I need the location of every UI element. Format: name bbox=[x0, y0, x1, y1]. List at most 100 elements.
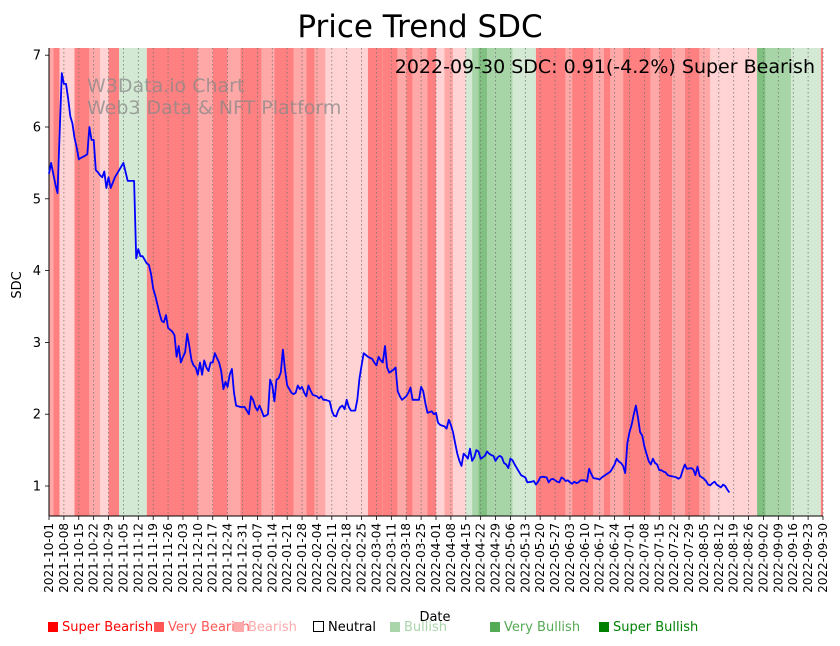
legend-swatch bbox=[234, 622, 244, 632]
signal-band bbox=[406, 48, 413, 516]
signal-band bbox=[197, 48, 213, 516]
x-tick-label: 2022-07-15 bbox=[652, 523, 666, 593]
signal-band bbox=[49, 48, 54, 516]
signal-band bbox=[119, 48, 147, 516]
x-tick-label: 2022-09-30 bbox=[816, 523, 830, 593]
x-tick-label: 2022-07-08 bbox=[637, 523, 651, 593]
legend-item: Super Bearish bbox=[48, 620, 153, 635]
legend-swatch bbox=[599, 622, 609, 632]
x-tick-label: 2021-12-24 bbox=[221, 523, 235, 593]
x-tick-label: 2022-05-20 bbox=[533, 523, 547, 593]
signal-band bbox=[306, 48, 315, 516]
signal-band bbox=[791, 48, 821, 516]
signal-band bbox=[367, 48, 383, 516]
signal-band bbox=[820, 48, 823, 516]
legend-label: Very Bearish bbox=[168, 620, 250, 635]
x-tick-label: 2021-12-31 bbox=[236, 523, 250, 593]
legend-item: Very Bullish bbox=[490, 620, 580, 635]
signal-band bbox=[314, 48, 326, 516]
legend-item: Super Bullish bbox=[599, 620, 698, 635]
x-tick-label: 2022-08-05 bbox=[697, 523, 711, 593]
signal-band bbox=[427, 48, 436, 516]
signal-band bbox=[382, 48, 398, 516]
legend-swatch bbox=[313, 621, 324, 632]
signal-band bbox=[723, 48, 741, 516]
signal-band bbox=[436, 48, 445, 516]
x-tick-label: 2021-12-03 bbox=[176, 523, 190, 593]
y-tick-label: 4 bbox=[33, 264, 41, 279]
legend-label: Bearish bbox=[248, 620, 297, 635]
x-tick-label: 2022-06-10 bbox=[578, 523, 592, 593]
signal-band bbox=[472, 48, 479, 516]
x-tick-label: 2022-06-24 bbox=[608, 523, 622, 593]
x-tick-label: 2021-12-10 bbox=[191, 523, 205, 593]
watermark-line-2: Web3 Data & NFT Platform bbox=[87, 97, 341, 119]
signal-band bbox=[610, 48, 624, 516]
signal-band bbox=[535, 48, 566, 516]
x-tick-label: 2022-02-18 bbox=[340, 523, 354, 593]
signal-band bbox=[412, 48, 428, 516]
signal-band bbox=[212, 48, 228, 516]
x-tick-label: 2022-07-29 bbox=[682, 523, 696, 593]
legend-label: Neutral bbox=[328, 620, 376, 635]
legend-item: Neutral bbox=[313, 620, 376, 635]
x-tick-label: 2021-10-29 bbox=[102, 523, 116, 593]
signal-band bbox=[53, 48, 60, 516]
legend-swatch bbox=[48, 622, 58, 632]
legend-label: Super Bullish bbox=[613, 620, 699, 635]
x-tick-label: 2022-08-19 bbox=[727, 523, 741, 593]
x-tick-label: 2021-10-01 bbox=[42, 523, 56, 593]
legend-label: Bullish bbox=[404, 620, 448, 635]
x-tick-label: 2021-12-17 bbox=[206, 523, 220, 593]
signal-band bbox=[765, 48, 792, 516]
x-tick-label: 2021-11-05 bbox=[116, 523, 130, 593]
signal-band bbox=[659, 48, 673, 516]
signal-band bbox=[650, 48, 660, 516]
signal-band bbox=[108, 48, 120, 516]
y-tick-label: 1 bbox=[33, 480, 41, 495]
signal-band bbox=[478, 48, 488, 516]
signal-band bbox=[629, 48, 651, 516]
watermark-line-1: W3Data.io Chart bbox=[87, 75, 244, 97]
x-tick-label: 2022-02-04 bbox=[310, 523, 324, 593]
legend-swatch bbox=[490, 622, 500, 632]
legend-item: Very Bearish bbox=[154, 620, 250, 635]
x-tick-label: 2021-11-19 bbox=[146, 523, 160, 593]
chart-title: Price Trend SDC bbox=[297, 9, 542, 45]
signal-band bbox=[240, 48, 262, 516]
signal-band bbox=[572, 48, 594, 516]
x-tick-label: 2022-01-28 bbox=[295, 523, 309, 593]
x-tick-label: 2022-05-27 bbox=[548, 523, 562, 593]
signal-band bbox=[710, 48, 724, 516]
y-tick-label: 5 bbox=[33, 192, 41, 207]
signal-band bbox=[699, 48, 711, 516]
x-tick-label: 2022-03-04 bbox=[369, 523, 383, 593]
y-tick-label: 6 bbox=[33, 121, 41, 136]
x-tick-label: 2022-04-29 bbox=[489, 523, 503, 593]
x-tick-label: 2022-04-22 bbox=[474, 523, 488, 593]
x-tick-label: 2021-11-12 bbox=[131, 523, 145, 593]
signal-band bbox=[274, 48, 294, 516]
x-tick-label: 2022-09-09 bbox=[771, 523, 785, 593]
signal-band bbox=[453, 48, 466, 516]
x-tick-label: 2022-03-18 bbox=[399, 523, 413, 593]
signal-band bbox=[623, 48, 630, 516]
signal-band bbox=[757, 48, 766, 516]
signal-band bbox=[397, 48, 407, 516]
x-tick-label: 2022-09-02 bbox=[756, 523, 770, 593]
x-tick-label: 2021-10-08 bbox=[57, 523, 71, 593]
price-line bbox=[48, 72, 731, 494]
signal-band bbox=[89, 48, 101, 516]
x-tick-label: 2022-04-08 bbox=[444, 523, 458, 593]
signal-band bbox=[74, 48, 90, 516]
x-tick-label: 2022-01-07 bbox=[250, 523, 264, 593]
signal-band bbox=[293, 48, 307, 516]
signal-band bbox=[261, 48, 275, 516]
x-tick-label: 2022-07-01 bbox=[623, 523, 637, 593]
x-tick-label: 2022-01-14 bbox=[265, 523, 279, 593]
signal-band bbox=[512, 48, 536, 516]
signal-band bbox=[603, 48, 611, 516]
x-tick-label: 2022-06-17 bbox=[593, 523, 607, 593]
x-tick-label: 2021-10-22 bbox=[87, 523, 101, 593]
